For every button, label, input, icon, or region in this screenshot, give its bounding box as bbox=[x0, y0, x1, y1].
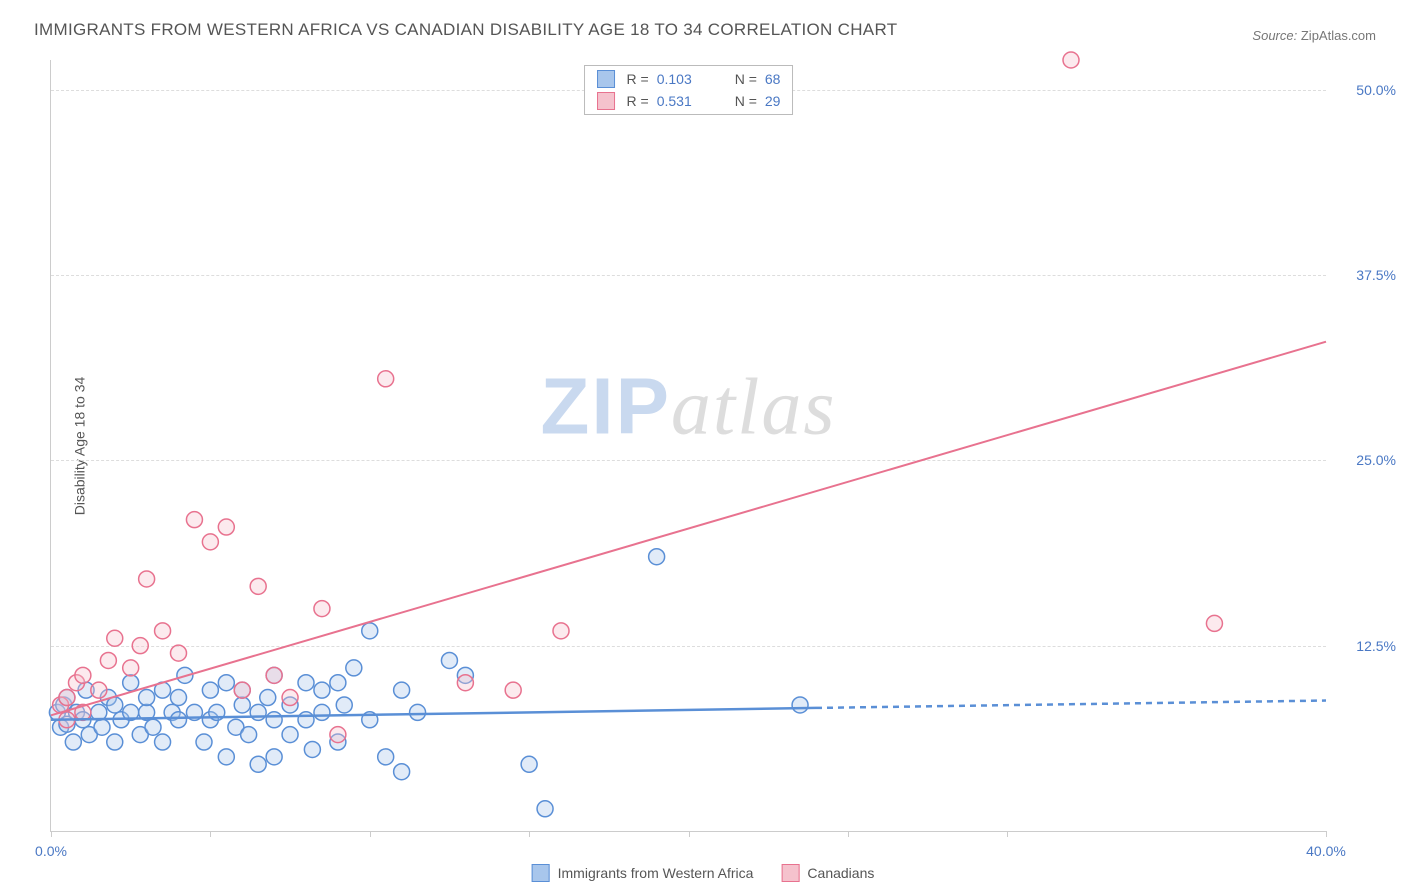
legend-swatch-immigrants bbox=[532, 864, 550, 882]
chart-title: IMMIGRANTS FROM WESTERN AFRICA VS CANADI… bbox=[34, 20, 897, 40]
n-value-immigrants: 68 bbox=[765, 71, 781, 87]
y-tick-label: 25.0% bbox=[1336, 452, 1396, 468]
legend-item-immigrants: Immigrants from Western Africa bbox=[532, 864, 754, 882]
r-label: R = bbox=[627, 71, 649, 87]
r-value-immigrants: 0.103 bbox=[657, 71, 707, 87]
y-tick-label: 37.5% bbox=[1336, 267, 1396, 283]
x-tick-label: 0.0% bbox=[35, 843, 67, 859]
n-label: N = bbox=[735, 71, 757, 87]
scatter-svg bbox=[51, 60, 1326, 831]
legend-swatch-canadians bbox=[597, 92, 615, 110]
y-tick-label: 50.0% bbox=[1336, 82, 1396, 98]
legend-swatch-canadians bbox=[781, 864, 799, 882]
y-tick-label: 12.5% bbox=[1336, 638, 1396, 654]
legend-swatch-immigrants bbox=[597, 70, 615, 88]
correlation-legend: R = 0.103 N = 68 R = 0.531 N = 29 bbox=[584, 65, 794, 115]
source-attribution: Source: ZipAtlas.com bbox=[1252, 28, 1376, 43]
r-label: R = bbox=[627, 93, 649, 109]
legend-row-canadians: R = 0.531 N = 29 bbox=[585, 90, 793, 112]
legend-label-canadians: Canadians bbox=[807, 865, 874, 881]
n-value-canadians: 29 bbox=[765, 93, 781, 109]
legend-label-immigrants: Immigrants from Western Africa bbox=[558, 865, 754, 881]
source-label: Source: bbox=[1252, 28, 1297, 43]
series-legend: Immigrants from Western Africa Canadians bbox=[532, 864, 875, 882]
legend-item-canadians: Canadians bbox=[781, 864, 874, 882]
x-tick-label: 40.0% bbox=[1306, 843, 1346, 859]
source-value: ZipAtlas.com bbox=[1301, 28, 1376, 43]
n-label: N = bbox=[735, 93, 757, 109]
r-value-canadians: 0.531 bbox=[657, 93, 707, 109]
chart-plot-area: ZIPatlas R = 0.103 N = 68 R = 0.531 N = … bbox=[50, 60, 1326, 832]
legend-row-immigrants: R = 0.103 N = 68 bbox=[585, 68, 793, 90]
